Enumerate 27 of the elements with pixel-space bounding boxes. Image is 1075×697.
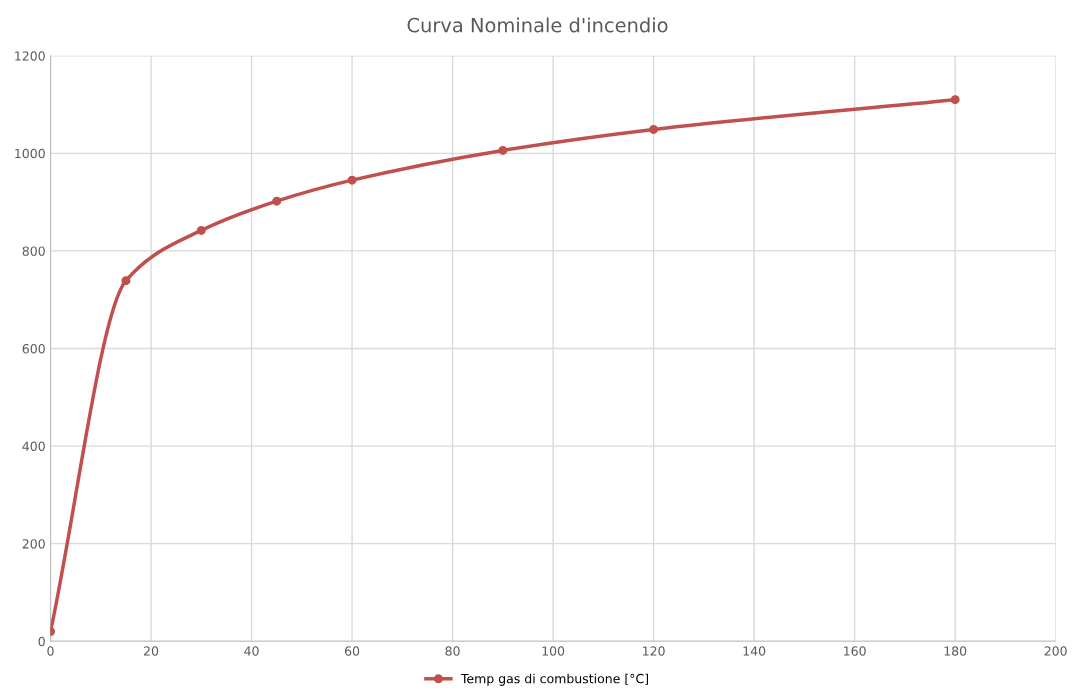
y-tick-label: 200	[22, 539, 45, 549]
y-tick-label: 400	[22, 441, 45, 452]
y-tick-label: 0	[38, 636, 45, 647]
x-tick-label: 0	[47, 646, 54, 656]
legend-label: Temp gas di combustione [°C]	[460, 673, 648, 686]
point	[950, 95, 960, 105]
y-tick-label: 1000	[15, 148, 45, 159]
point	[498, 145, 508, 155]
x-tick-label: 100	[542, 646, 565, 656]
point	[347, 175, 357, 185]
x-tick-label: 160	[844, 646, 866, 656]
y-tick-label: 800	[22, 246, 45, 256]
point	[649, 124, 659, 134]
x-tick-label: 20	[144, 646, 159, 656]
point	[272, 196, 282, 206]
x-tick-label: 80	[445, 646, 460, 656]
x-tick-label: 120	[643, 646, 665, 656]
x-tick-label: 180	[944, 646, 967, 656]
point	[196, 225, 206, 235]
y-tick-label: 600	[22, 343, 45, 354]
x-tick-label: 200	[1044, 646, 1067, 656]
chart-title: Curva Nominale d'incendio	[407, 17, 668, 33]
x-tick-label: 40	[244, 646, 259, 656]
point	[121, 276, 131, 286]
x-tick-label: 60	[344, 646, 360, 656]
y-tick-label: 1200	[15, 51, 45, 61]
x-tick-label: 140	[743, 646, 766, 656]
